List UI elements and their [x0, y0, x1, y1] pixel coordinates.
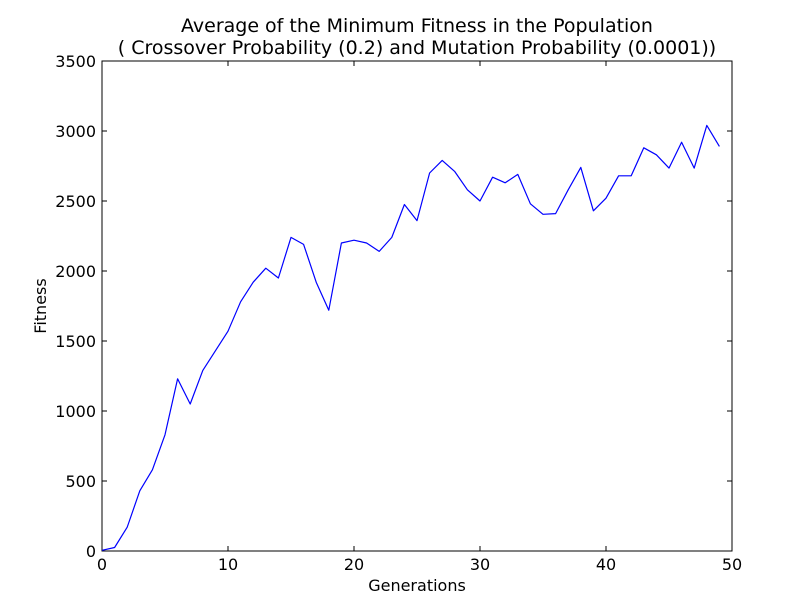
x-axis-ticks: 0 10 20 30 40 50 — [97, 61, 742, 574]
y-tick-label: 1500 — [55, 332, 96, 351]
x-axis-label: Generations — [368, 576, 466, 595]
x-tick-label: 50 — [722, 555, 742, 574]
y-tick-label: 3500 — [55, 52, 96, 71]
x-tick-label: 0 — [97, 555, 107, 574]
y-tick-label: 0 — [86, 542, 96, 561]
x-tick-label: 20 — [344, 555, 364, 574]
x-tick-label: 10 — [218, 555, 238, 574]
x-tick-label: 40 — [596, 555, 616, 574]
chart-title: Average of the Minimum Fitness in the Po… — [181, 15, 653, 37]
y-tick-label: 3000 — [55, 122, 96, 141]
y-axis-label: Fitness — [31, 278, 50, 333]
y-axis-ticks: 0 500 1000 1500 2000 2500 3000 3500 — [55, 52, 732, 561]
series-group — [101, 124, 720, 551]
plot-frame — [101, 60, 733, 552]
series-line-0 — [101, 124, 720, 551]
y-tick-label: 2000 — [55, 262, 96, 281]
plot-area: 0 10 20 30 40 50 0 500 1000 1500 2000 2500 3000 3500 — [55, 52, 742, 574]
y-tick-label: 500 — [65, 472, 96, 491]
x-tick-label: 30 — [470, 555, 490, 574]
y-tick-label: 1000 — [55, 402, 96, 421]
chart-subtitle: ( Crossover Probability (0.2) and Mutati… — [118, 37, 716, 59]
y-tick-label: 2500 — [55, 192, 96, 211]
